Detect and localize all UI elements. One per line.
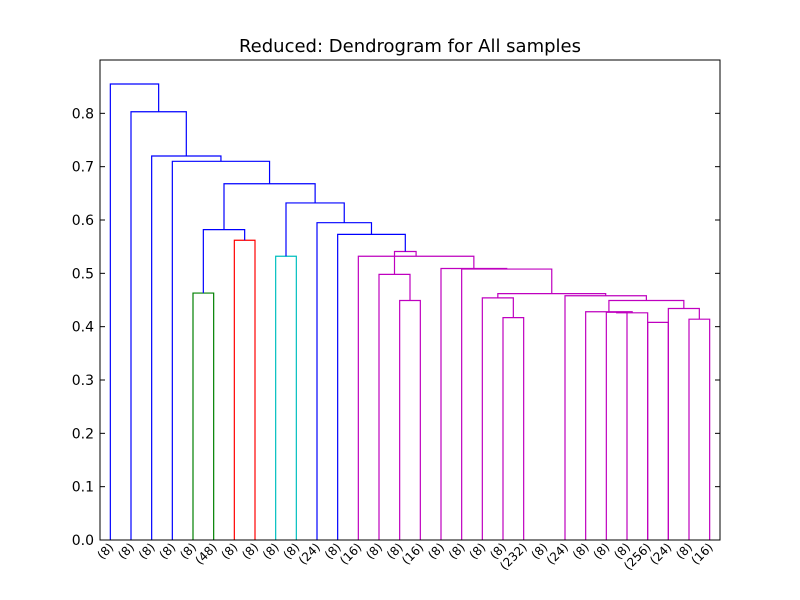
y-tick-label: 0.3: [72, 373, 94, 389]
dendrogram-link: [151, 155, 222, 540]
dendrogram-link: [393, 250, 417, 275]
leaf-label: (8): [591, 540, 613, 562]
dendrogram-link: [192, 292, 215, 540]
dendrogram-link: [564, 295, 647, 540]
dendrogram-link: [399, 299, 421, 540]
leaf-label: (8): [219, 540, 241, 562]
leaf-label: (8): [95, 540, 117, 562]
y-tick-label: 0.2: [72, 426, 94, 442]
leaf-label: (8): [363, 540, 385, 562]
leaf-label: (16): [688, 540, 715, 567]
y-tick-label: 0.4: [72, 320, 94, 336]
dendrogram-link: [440, 267, 508, 540]
dendrogram-link: [378, 273, 411, 540]
y-tick-label: 0.0: [72, 533, 94, 549]
dendrogram-link: [502, 317, 525, 540]
dendrogram-link: [337, 233, 406, 540]
leaf-label: (24): [544, 540, 571, 567]
dendrogram-link: [130, 111, 187, 540]
leaf-label: (8): [260, 540, 282, 562]
dendrogram-link: [647, 321, 669, 540]
leaf-label: (24): [296, 540, 323, 567]
dendrogram-link: [202, 229, 246, 294]
dendrogram-link: [109, 83, 160, 540]
dendrogram-link: [223, 183, 316, 230]
leaf-label: (8): [157, 540, 179, 562]
leaf-label: (48): [192, 540, 219, 567]
leaf-label: (16): [337, 540, 364, 567]
y-tick-label: 0.5: [72, 266, 94, 282]
chart-title: Reduced: Dendrogram for All samples: [239, 36, 581, 57]
y-tick-label: 0.1: [72, 480, 94, 496]
dendrogram-link: [285, 202, 345, 257]
dendrogram-link: [461, 268, 553, 540]
dendrogram-link: [688, 318, 711, 540]
y-tick-label: 0.7: [72, 160, 94, 176]
dendrogram-link: [667, 307, 700, 540]
dendrogram-link: [605, 311, 628, 540]
leaf-label: (8): [239, 540, 261, 562]
dendrogram-link: [608, 299, 685, 312]
plot-frame: [99, 59, 721, 541]
dendrogram-link: [357, 255, 475, 540]
dendrogram-link: [233, 239, 256, 540]
leaf-label: (8): [425, 540, 447, 562]
dendrogram-links: [109, 83, 711, 540]
y-tick-label: 0.8: [72, 106, 94, 122]
dendrogram-link: [616, 312, 649, 540]
leaf-label: (24): [647, 540, 674, 567]
leaf-labels: (8)(8)(8)(8)(8)(48)(8)(8)(8)(8)(24)(8)(1…: [95, 540, 716, 573]
dendrogram-link: [316, 222, 373, 540]
dendrogram-link: [481, 297, 514, 540]
leaf-label: (16): [399, 540, 426, 567]
leaf-label: (8): [136, 540, 158, 562]
leaf-label: (8): [115, 540, 137, 562]
y-axis: 0.0 0.1 0.2 0.3 0.4 0.5 0.6 0.7 0.8: [72, 106, 720, 549]
leaf-label: (8): [446, 540, 468, 562]
leaf-label: (8): [570, 540, 592, 562]
leaf-label: (8): [467, 540, 489, 562]
y-tick-label: 0.6: [72, 213, 94, 229]
dendrogram-link: [585, 311, 633, 540]
dendrogram-link: [275, 255, 297, 540]
